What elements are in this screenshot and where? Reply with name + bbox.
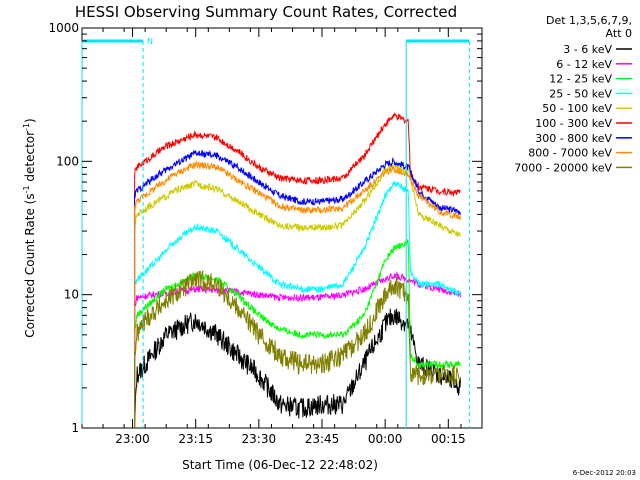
legend-label: 800 - 7000 keV bbox=[528, 147, 612, 160]
night-label: N bbox=[147, 37, 153, 46]
y-axis: 1 10 100 1000 bbox=[48, 21, 482, 435]
legend-label: 12 - 25 keV bbox=[549, 73, 612, 86]
y-tick-label: 1 bbox=[71, 421, 79, 435]
x-axis-label: Start Time (06-Dec-12 22:48:02) bbox=[182, 458, 378, 472]
x-tick-label: 23:30 bbox=[242, 432, 277, 446]
y-tick-label: 10 bbox=[64, 288, 79, 302]
y-tick-label: 100 bbox=[56, 154, 79, 168]
legend: Det 1,3,5,6,7,9,Att 0 3 - 6 keV 6 - 12 keV… bbox=[514, 14, 632, 174]
legend-label: 300 - 800 keV bbox=[535, 132, 612, 145]
legend-label: 50 - 100 keV bbox=[542, 102, 612, 115]
x-tick-label: 23:15 bbox=[178, 432, 213, 446]
legend-label: 3 - 6 keV bbox=[563, 43, 612, 56]
svg-text:Corrected Count Rate (s-1 dete: Corrected Count Rate (s-1 detector-1) bbox=[22, 118, 37, 337]
legend-header: Det 1,3,5,6,7,9, bbox=[546, 14, 632, 27]
legend-header: Att 0 bbox=[606, 27, 632, 40]
series-line-0 bbox=[134, 308, 461, 428]
legend-label: 6 - 12 keV bbox=[556, 58, 612, 71]
plot-area: N bbox=[81, 27, 483, 429]
x-tick-label: 00:15 bbox=[431, 432, 466, 446]
x-tick-label: 00:00 bbox=[368, 432, 403, 446]
series-line-8 bbox=[134, 269, 461, 428]
x-tick-label: 23:00 bbox=[115, 432, 150, 446]
footer-date: 6-Dec-2012 20:03 bbox=[573, 469, 636, 477]
series-line-3 bbox=[134, 180, 461, 428]
x-axis: 23:00 23:15 23:30 23:45 00:00 00:15 bbox=[81, 28, 483, 446]
legend-label: 7000 - 20000 keV bbox=[514, 161, 612, 174]
legend-label: 25 - 50 keV bbox=[549, 87, 612, 100]
y-axis-label: Corrected Count Rate (s-1 detector-1) bbox=[22, 118, 37, 337]
chart-title: HESSI Observing Summary Count Rates, Cor… bbox=[75, 3, 457, 21]
x-tick-label: 23:45 bbox=[305, 432, 340, 446]
legend-label: 100 - 300 keV bbox=[535, 117, 612, 130]
y-tick-label: 1000 bbox=[48, 21, 79, 35]
